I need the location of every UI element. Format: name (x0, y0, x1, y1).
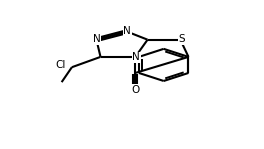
Text: S: S (178, 34, 185, 44)
Text: N: N (133, 52, 140, 62)
Text: Cl: Cl (55, 60, 66, 70)
Text: N: N (123, 26, 131, 36)
Text: N: N (93, 34, 100, 44)
Text: O: O (131, 85, 139, 95)
